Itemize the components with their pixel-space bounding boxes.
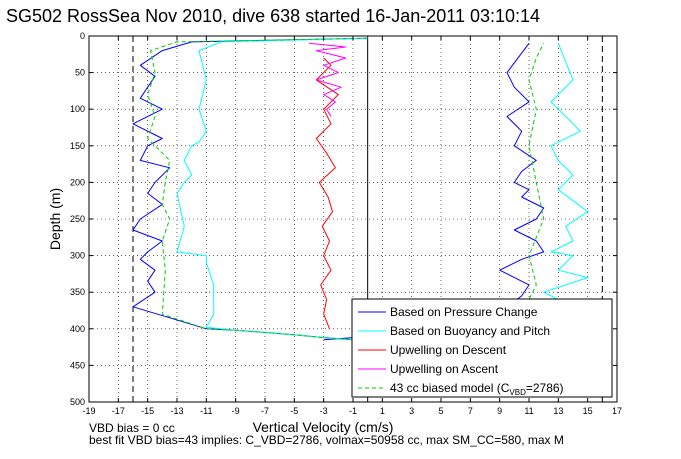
y-tick-label: 450 bbox=[70, 360, 85, 370]
y-tick-label: 350 bbox=[70, 287, 85, 297]
y-tick-label: 100 bbox=[70, 104, 85, 114]
x-tick-label: 13 bbox=[553, 406, 563, 416]
y-tick-label: 500 bbox=[70, 397, 85, 407]
x-tick-label: -3 bbox=[320, 406, 328, 416]
y-tick-label: 200 bbox=[70, 177, 85, 187]
x-tick-label: -19 bbox=[82, 406, 95, 416]
y-tick-label: 0 bbox=[80, 31, 85, 41]
x-tick-label: 17 bbox=[612, 406, 622, 416]
notes-block: VBD bias = 0 cc best fit VBD bias=43 imp… bbox=[89, 422, 564, 446]
series-line bbox=[315, 57, 339, 329]
x-tick-label: -5 bbox=[290, 406, 298, 416]
x-tick-label: -15 bbox=[141, 406, 154, 416]
y-tick-label: 150 bbox=[70, 141, 85, 151]
best-fit-note: best fit VBD bias=43 implies: C_VBD=2786… bbox=[89, 433, 564, 447]
x-tick-label: 11 bbox=[524, 406, 533, 416]
legend-label: Based on Pressure Change bbox=[390, 305, 538, 319]
series-line bbox=[176, 37, 368, 341]
y-axis-label: Depth (m) bbox=[47, 188, 63, 250]
y-tick-label: 50 bbox=[75, 68, 85, 78]
legend-label: Upwelling on Descent bbox=[390, 343, 507, 357]
series-line bbox=[308, 42, 347, 117]
x-tick-label: 15 bbox=[583, 406, 593, 416]
legend-box bbox=[351, 298, 613, 398]
y-tick-label: 400 bbox=[70, 324, 85, 334]
x-tick-label: -17 bbox=[112, 406, 125, 416]
legend-label: Upwelling on Ascent bbox=[390, 362, 499, 376]
legend-label: Based on Buoyancy and Pitch bbox=[390, 324, 550, 338]
y-tick-label: 250 bbox=[70, 214, 85, 224]
x-tick-label: 9 bbox=[497, 406, 502, 416]
x-tick-label: 3 bbox=[409, 406, 414, 416]
x-tick-label: 7 bbox=[468, 406, 473, 416]
y-tick-label: 300 bbox=[70, 251, 85, 261]
series-line bbox=[352, 43, 545, 341]
x-tick-label: -1 bbox=[349, 406, 357, 416]
x-axis-label: Vertical Velocity (cm/s) bbox=[253, 419, 394, 435]
x-tick-label: -9 bbox=[232, 406, 240, 416]
x-tick-label: -13 bbox=[170, 406, 183, 416]
series-line bbox=[132, 37, 368, 341]
x-tick-label: 1 bbox=[380, 406, 385, 416]
series-line bbox=[352, 43, 589, 341]
x-tick-label: 5 bbox=[438, 406, 443, 416]
x-tick-label: -7 bbox=[261, 406, 269, 416]
series-line bbox=[147, 37, 368, 341]
series-line bbox=[323, 42, 545, 341]
vbd-bias-note: VBD bias = 0 cc bbox=[89, 421, 175, 435]
x-tick-label: -11 bbox=[200, 406, 212, 416]
legend-label: 43 cc biased model (CVBD=2786) bbox=[390, 381, 564, 397]
chart-title: SG502 RossSea Nov 2010, dive 638 started… bbox=[6, 6, 541, 26]
